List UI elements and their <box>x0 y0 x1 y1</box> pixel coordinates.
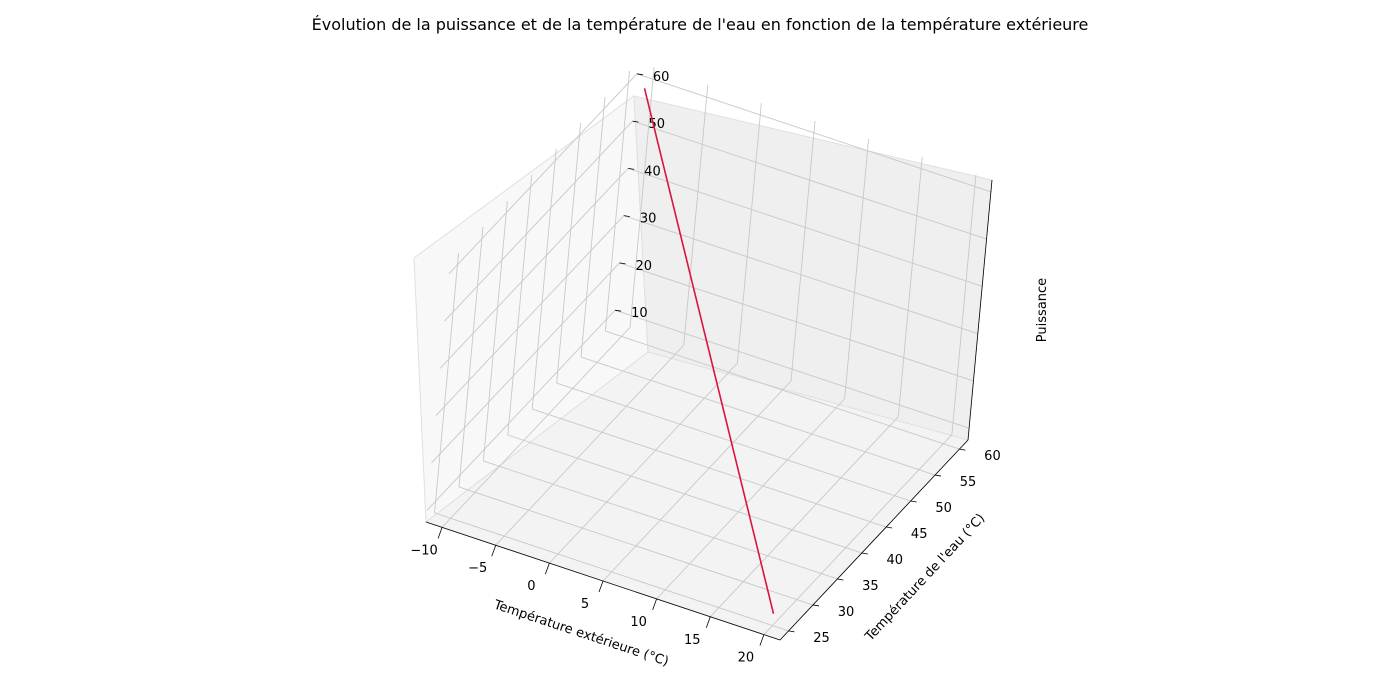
y-tick <box>910 500 917 503</box>
y-tick <box>812 604 820 607</box>
x-tick-label: 5 <box>581 597 589 612</box>
series-layer <box>643 88 775 614</box>
y-tick <box>837 578 844 581</box>
x-tick <box>598 580 604 593</box>
y-tick <box>886 526 893 529</box>
z-tick <box>619 262 626 265</box>
grid-line-x-floor <box>441 327 631 528</box>
grid-line-y-wall <box>482 200 508 462</box>
z-tick <box>615 309 622 312</box>
grid-line-y-wall <box>507 174 533 436</box>
grid-line-y-floor <box>483 460 838 580</box>
grid-line-z-back <box>636 73 992 193</box>
x-tick <box>652 598 658 611</box>
grid-line-y-wall <box>556 122 582 384</box>
z-tick-label: 20 <box>635 259 652 274</box>
x-tick-label: −10 <box>410 543 437 558</box>
x-tick-label: 0 <box>527 579 535 594</box>
x-tick <box>705 616 711 628</box>
grid-line-z-side <box>435 215 625 416</box>
series-line <box>643 88 775 614</box>
y-tick <box>861 552 868 555</box>
y-tick <box>788 630 795 633</box>
grid-line-y-wall <box>580 97 606 358</box>
grid-line-z-side <box>431 262 620 464</box>
grid-line-x-wall <box>683 85 709 346</box>
grid-line-z-back <box>628 167 983 287</box>
grid-line-z-side <box>426 309 616 511</box>
grid-line-z-back <box>619 262 974 382</box>
x-tick <box>491 545 497 557</box>
y-tick-label: 55 <box>960 475 977 490</box>
grid-line-y-floor <box>580 356 936 476</box>
grid-line-y-wall <box>434 252 459 513</box>
y-tick-label: 35 <box>862 579 879 594</box>
grid-line-y-floor <box>532 408 887 528</box>
y-tick-label: 45 <box>911 527 928 542</box>
grid-line-z-back <box>623 215 978 335</box>
z-tick-label: 40 <box>644 164 661 179</box>
y-tick-label: 30 <box>838 605 855 620</box>
grid-line-y-floor <box>556 382 911 502</box>
z-tick-label: 10 <box>631 306 648 321</box>
grid-line-x-floor <box>602 380 792 582</box>
grid-line-y-floor <box>507 434 862 554</box>
x-tick <box>437 527 443 539</box>
grid-line-z-side <box>444 120 633 322</box>
x-tick <box>759 634 765 646</box>
z-tick <box>636 73 643 76</box>
grid-line-x-wall <box>897 156 923 417</box>
x-tick <box>544 562 550 575</box>
chart-title: Évolution de la puissance et de la tempé… <box>311 15 1089 34</box>
z-tick <box>632 120 639 123</box>
grid-line-x-floor <box>709 416 899 618</box>
z-tick-label: 50 <box>649 117 666 132</box>
grid-line-x-floor <box>656 398 845 600</box>
z-tick-label: 60 <box>653 70 670 85</box>
y-axis-line <box>779 439 969 641</box>
grid-line-x-floor <box>495 344 685 546</box>
grid-lines <box>426 67 992 635</box>
x-tick-label: −5 <box>468 561 487 576</box>
z-tick <box>623 215 630 218</box>
grid-line-y-floor <box>605 330 960 450</box>
grid-line-z-back <box>632 120 987 240</box>
y-tick <box>934 474 942 477</box>
y-tick-label: 50 <box>935 501 952 516</box>
grid-line-x-wall <box>951 174 977 435</box>
grid-line-x-wall <box>844 138 870 399</box>
grid-line-y-wall <box>605 71 630 332</box>
ticks <box>437 73 966 646</box>
y-tick-label: 60 <box>984 449 1001 464</box>
grid-line-z-back <box>614 309 970 429</box>
x-tick-label: 20 <box>738 651 755 666</box>
grid-line-z-side <box>439 168 629 369</box>
grid-line-x-floor <box>763 434 953 635</box>
z-tick-label: 30 <box>640 212 657 227</box>
tick-labels: 20151050−5−10253035404550556010203040506… <box>410 70 1000 666</box>
y-tick-label: 40 <box>887 553 904 568</box>
grid-line-x-wall <box>790 120 816 382</box>
z-tick <box>628 167 635 170</box>
x-tick-label: 10 <box>630 615 647 630</box>
grid-line-x-floor <box>549 362 738 564</box>
grid-line-y-floor <box>434 512 789 632</box>
x-tick-label: 15 <box>684 633 701 648</box>
z-axis-label: Puissance <box>1035 278 1050 342</box>
grid-line-y-wall <box>531 148 557 410</box>
y-tick-label: 25 <box>813 631 830 646</box>
grid-line-z-side <box>448 73 638 275</box>
grid-line-y-floor <box>458 486 814 606</box>
grid-line-y-wall <box>458 226 484 487</box>
z-axis-line <box>967 179 993 441</box>
grid-line-x-wall <box>736 103 762 364</box>
y-tick <box>959 448 966 451</box>
